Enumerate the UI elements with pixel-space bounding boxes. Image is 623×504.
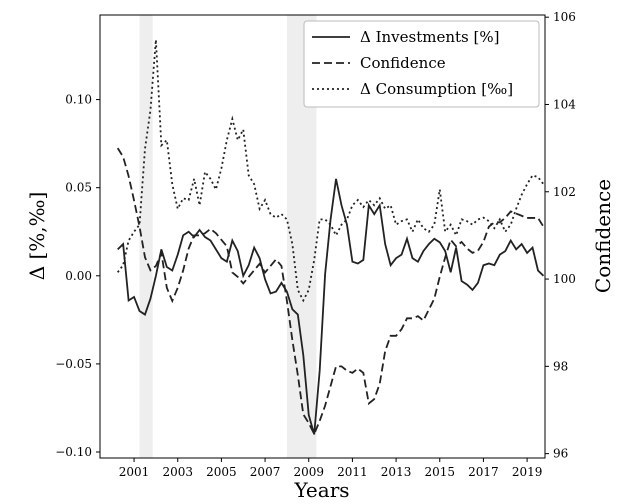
x-tick-label: 2015 — [424, 465, 455, 479]
y2-tick-label: 106 — [553, 10, 576, 24]
x-tick-label: 2007 — [250, 465, 281, 479]
x-tick-label: 2001 — [119, 465, 150, 479]
x-tick-label: 2011 — [337, 465, 368, 479]
x-tick-label: 2019 — [512, 465, 543, 479]
y-tick-label: −0.05 — [55, 357, 92, 371]
y-tick-label: 0.10 — [65, 93, 92, 107]
x-axis-label: Years — [293, 478, 349, 502]
y-tick-label: 0.00 — [65, 269, 92, 283]
y2-tick-label: 100 — [553, 272, 576, 286]
series-line — [117, 178, 545, 435]
plot-frame — [99, 14, 546, 459]
x-tick-label: 2013 — [381, 465, 412, 479]
y2-tick-label: 98 — [553, 359, 568, 373]
legend-label: Δ Consumption [‰] — [360, 80, 513, 98]
x-tick-label: 2017 — [468, 465, 499, 479]
x-tick-label: 2003 — [162, 465, 193, 479]
x-tick-label: 2009 — [293, 465, 324, 479]
y2-axis-label: Confidence — [591, 179, 615, 293]
legend-label: Confidence — [360, 54, 446, 72]
series-line — [116, 147, 545, 437]
x-tick-label: 2005 — [206, 465, 237, 479]
legend-box — [303, 20, 540, 108]
y2-tick-label: 96 — [553, 447, 568, 461]
legend-label: Δ Investments [%] — [360, 28, 499, 46]
shaded-period — [139, 15, 153, 458]
y2-tick-label: 102 — [553, 185, 576, 199]
y-tick-label: 0.05 — [65, 181, 92, 195]
y-axis-label: Δ [%,‰] — [25, 192, 49, 281]
series-line — [116, 39, 545, 303]
y2-tick-label: 104 — [553, 97, 576, 111]
y-tick-label: −0.10 — [55, 445, 92, 459]
